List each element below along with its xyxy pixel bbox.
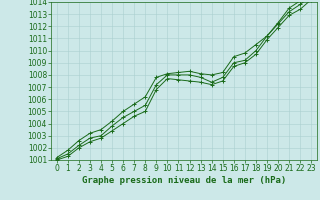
X-axis label: Graphe pression niveau de la mer (hPa): Graphe pression niveau de la mer (hPa) <box>82 176 286 185</box>
